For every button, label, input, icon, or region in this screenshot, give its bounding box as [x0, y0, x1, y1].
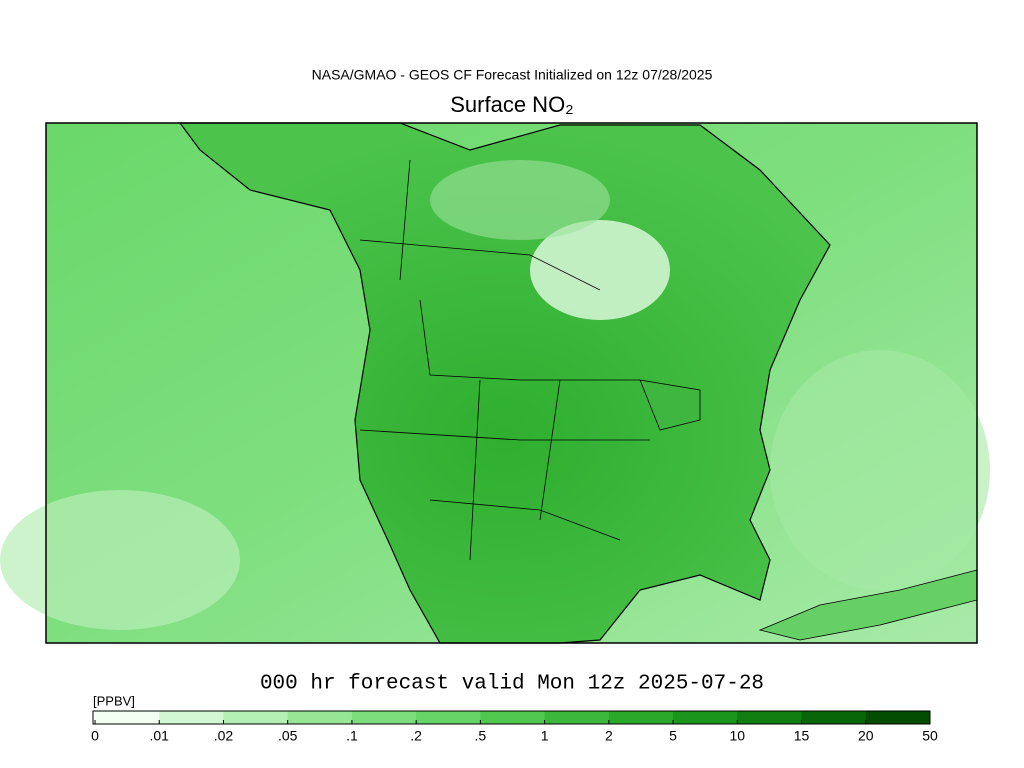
colorbar-label: 1	[541, 728, 549, 744]
colorbar-segment	[95, 711, 160, 724]
colorbar-segment	[608, 711, 674, 724]
colorbar-label: 10	[730, 728, 746, 744]
colorbar-label: .5	[475, 728, 487, 744]
colorbar-frame	[92, 710, 931, 725]
light-area	[430, 160, 610, 240]
colorbar-label: .05	[278, 728, 298, 744]
light-area	[0, 490, 240, 630]
colorbar-label: 5	[669, 728, 677, 744]
colorbar-segment	[159, 711, 224, 724]
colorbar-label: .1	[346, 728, 358, 744]
map	[0, 122, 990, 644]
colorbar-label: .2	[410, 728, 422, 744]
map-frame	[45, 122, 978, 644]
colorbar-label: 20	[858, 728, 874, 744]
colorbar-label: 15	[794, 728, 810, 744]
colorbar-segment	[673, 711, 738, 724]
light-area	[770, 350, 990, 590]
colorbar-segment	[351, 711, 417, 724]
colorbar-unit: [PPBV]	[93, 693, 135, 708]
light-area	[530, 220, 670, 320]
colorbar-segment	[416, 711, 481, 724]
colorbar-label: .02	[214, 728, 234, 744]
colorbar-segment	[287, 711, 353, 724]
colorbar-label: 50	[922, 728, 938, 744]
colorbar-segment	[801, 711, 867, 724]
colorbar-segment	[737, 711, 803, 724]
colorbar-segment	[480, 711, 546, 724]
colorbar-segment	[544, 711, 610, 724]
continent	[178, 122, 831, 644]
colorbar-segment	[865, 711, 931, 724]
colorbar-segment	[223, 711, 289, 724]
colorbar: 0 .01 .02 .05 .1 .2 .5 1 2 5 10 15 20 50	[91, 710, 938, 744]
valid-time: 000 hr forecast valid Mon 12z 2025-07-28	[260, 673, 764, 696]
borders	[359, 159, 650, 561]
great-lakes	[639, 379, 701, 431]
subtitle: NASA/GMAO - GEOS CF Forecast Initialized…	[312, 67, 713, 83]
title: Surface NO₂	[450, 92, 573, 117]
colorbar-label: .01	[149, 728, 169, 744]
colorbar-label: 2	[605, 728, 613, 744]
colorbar-label: 0	[91, 728, 99, 744]
